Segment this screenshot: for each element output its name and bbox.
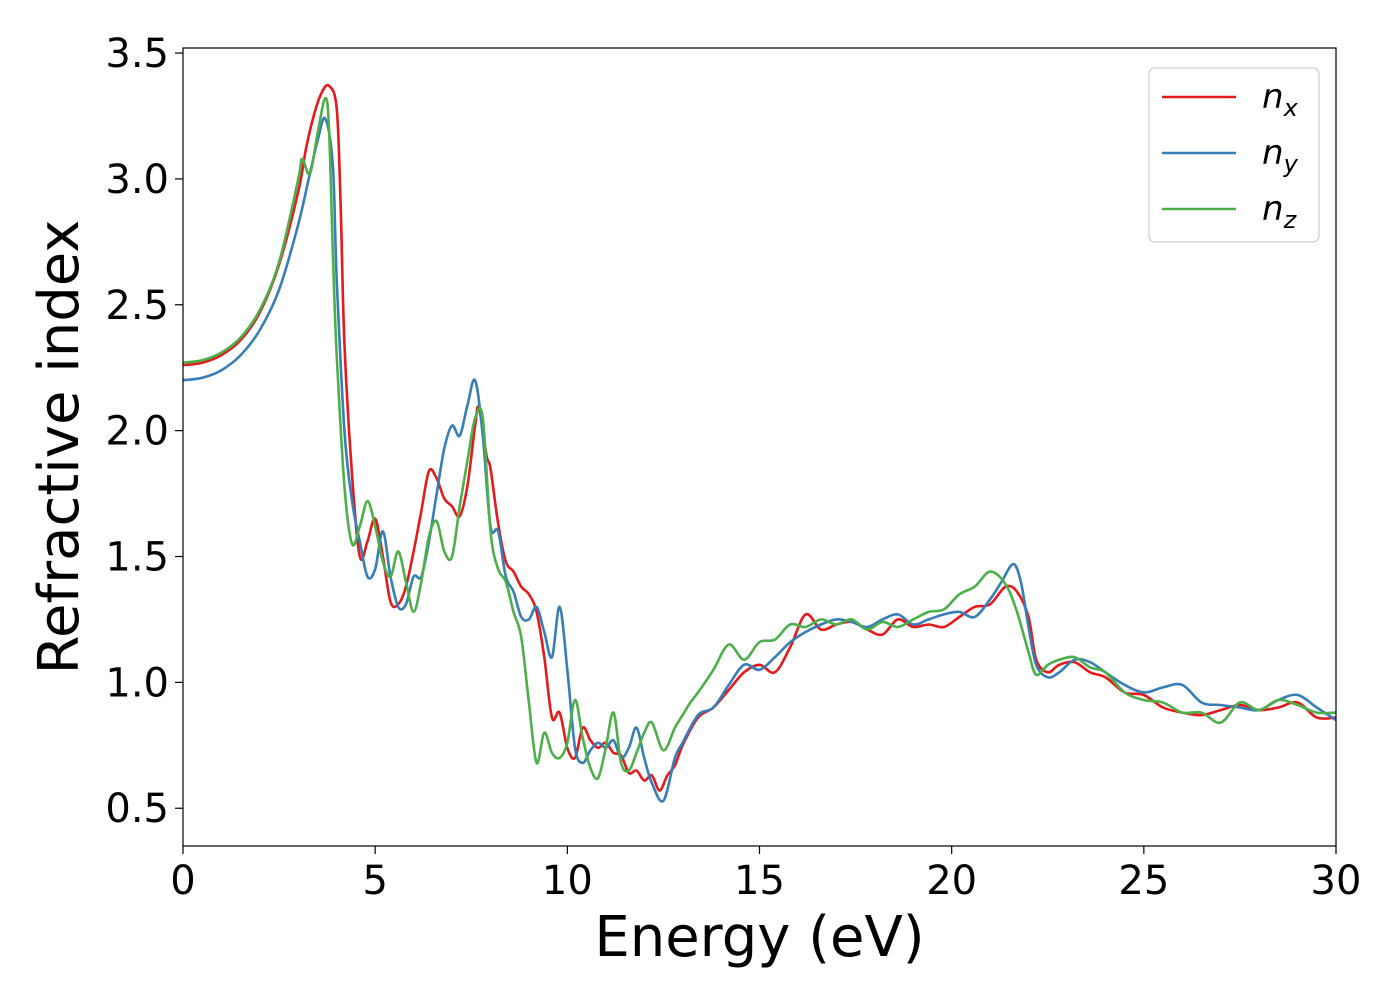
series-layer [183, 83, 1336, 803]
y-axis-ticks: 0.5 1.0 1.5 2.0 2.5 3.0 3.5 [105, 31, 183, 832]
y-tick-label: 2.0 [105, 409, 169, 455]
legend-box [1148, 67, 1320, 243]
series-line-nz [183, 96, 1336, 781]
y-tick-label: 1.0 [105, 660, 169, 706]
x-axis-title: Energy (eV) [594, 905, 924, 970]
y-tick-label: 0.5 [105, 786, 169, 832]
y-axis-title: Refractive index [27, 220, 92, 675]
legend-label-nz: nz [1262, 189, 1298, 234]
x-tick-label: 30 [1311, 858, 1362, 904]
x-tick-label: 15 [734, 858, 785, 904]
x-tick-label: 10 [542, 858, 593, 904]
x-axis-ticks: 0 5 10 15 20 25 30 [170, 846, 1361, 904]
y-tick-label: 3.0 [105, 157, 169, 203]
x-tick-label: 0 [170, 858, 195, 904]
y-tick-label: 1.5 [105, 535, 169, 581]
x-tick-label: 25 [1118, 858, 1169, 904]
x-tick-label: 5 [362, 858, 387, 904]
y-tick-label: 3.5 [105, 31, 169, 77]
x-tick-label: 20 [926, 858, 977, 904]
y-tick-label: 2.5 [105, 283, 169, 329]
